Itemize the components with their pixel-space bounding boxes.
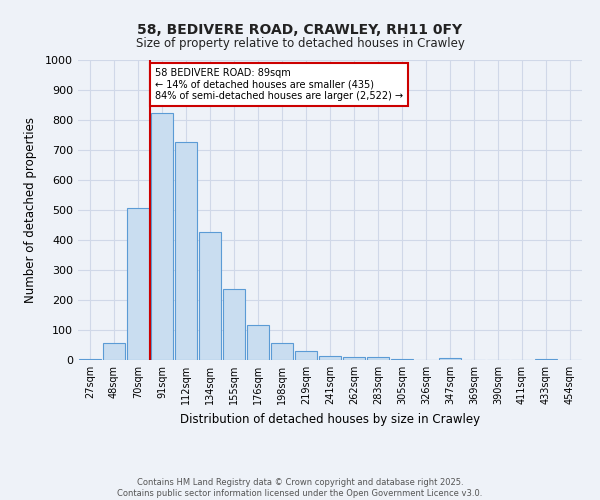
Bar bbox=[127, 208, 149, 360]
Bar bbox=[439, 358, 461, 360]
Text: 58, BEDIVERE ROAD, CRAWLEY, RH11 0FY: 58, BEDIVERE ROAD, CRAWLEY, RH11 0FY bbox=[137, 22, 463, 36]
Text: Size of property relative to detached houses in Crawley: Size of property relative to detached ho… bbox=[136, 38, 464, 51]
Bar bbox=[295, 351, 317, 360]
Bar bbox=[79, 358, 101, 360]
Bar bbox=[367, 357, 389, 360]
Bar bbox=[343, 357, 365, 360]
Bar bbox=[103, 343, 125, 360]
Bar bbox=[535, 358, 557, 360]
Y-axis label: Number of detached properties: Number of detached properties bbox=[24, 117, 37, 303]
Bar bbox=[247, 324, 269, 360]
Text: Contains HM Land Registry data © Crown copyright and database right 2025.
Contai: Contains HM Land Registry data © Crown c… bbox=[118, 478, 482, 498]
Bar bbox=[319, 356, 341, 360]
X-axis label: Distribution of detached houses by size in Crawley: Distribution of detached houses by size … bbox=[180, 412, 480, 426]
Bar bbox=[271, 343, 293, 360]
Bar bbox=[223, 288, 245, 360]
Bar bbox=[199, 232, 221, 360]
Text: 58 BEDIVERE ROAD: 89sqm
← 14% of detached houses are smaller (435)
84% of semi-d: 58 BEDIVERE ROAD: 89sqm ← 14% of detache… bbox=[155, 68, 403, 100]
Bar bbox=[151, 112, 173, 360]
Bar bbox=[175, 142, 197, 360]
